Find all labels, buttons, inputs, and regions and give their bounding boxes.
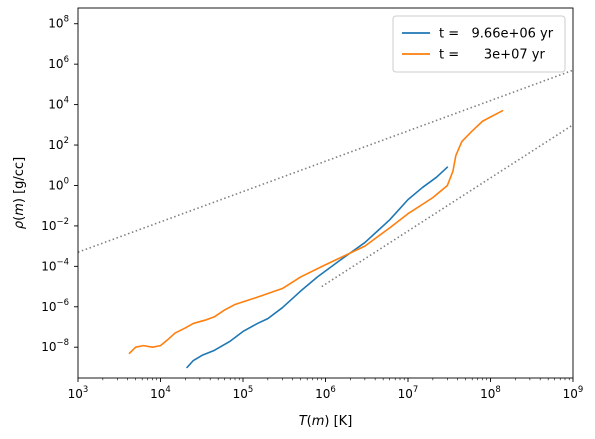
- axes: 103 104 105 106 107 108 109 10−8 10−6 10−4 10−2 100…: [12, 7, 584, 429]
- x-tick-label: 109: [563, 385, 584, 401]
- reference-line-3: [321, 124, 573, 288]
- legend-box: [392, 15, 566, 73]
- y-tick-label: 10−4: [41, 257, 69, 273]
- plot-area: [78, 69, 573, 369]
- x-tick-label: 106: [315, 385, 336, 401]
- y-tick-label: 10−6: [41, 298, 69, 314]
- y-tick-label: 108: [48, 15, 69, 31]
- x-axis-label: T(m) [K]: [299, 414, 353, 429]
- y-tick-label: 10−8: [41, 338, 69, 354]
- legend-label: t = 9.66e+06 yr: [439, 27, 554, 42]
- y-tick-label: 104: [48, 96, 69, 112]
- legend-label: t = 3e+07 yr: [439, 48, 545, 63]
- y-tick-label: 100: [48, 176, 69, 192]
- x-tick-label: 108: [480, 385, 501, 401]
- series-line-1: [128, 109, 504, 355]
- series-line-0: [186, 166, 449, 369]
- y-tick-label: 10−2: [41, 217, 69, 233]
- legend: t = 9.66e+06 yr t = 3e+07 yr: [392, 15, 566, 73]
- reference-line-2: [78, 69, 573, 253]
- x-tick-label: 107: [398, 385, 419, 401]
- y-tick-label: 106: [48, 55, 69, 71]
- y-tick-label: 102: [48, 136, 69, 152]
- y-axis-label: ρ(m) [g/cc]: [12, 157, 27, 229]
- x-tick-label: 103: [68, 385, 89, 401]
- x-tick-label: 104: [150, 385, 171, 401]
- x-tick-label: 105: [233, 385, 254, 401]
